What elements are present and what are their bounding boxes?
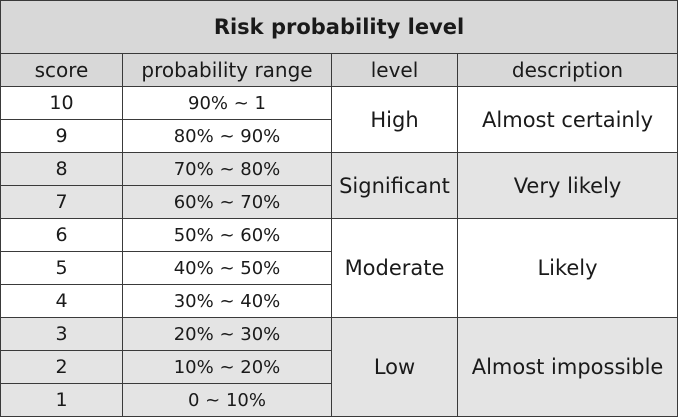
level-cell: Significant — [331, 152, 458, 219]
score-cell: 1 — [0, 383, 123, 417]
description-cell: Likely — [456, 218, 678, 318]
table-row: 3 20% ~ 30% Low Almost impossible — [0, 317, 678, 417]
probability-range-cell: 70% ~ 80% — [122, 152, 332, 186]
probability-range-cell: 80% ~ 90% — [122, 119, 332, 153]
probability-range-cell: 30% ~ 40% — [122, 284, 332, 318]
level-cell: High — [331, 86, 458, 153]
table-row: 4 30% ~ 40% — [0, 284, 678, 318]
probability-range-cell: 50% ~ 60% — [122, 218, 332, 252]
column-header-row: score probability range level descriptio… — [0, 53, 678, 87]
table-row: 6 50% ~ 60% Moderate Likely — [0, 218, 678, 318]
level-cell: Low — [331, 317, 458, 417]
table-row: 10 90% ~ 1 High Almost certainly — [0, 86, 678, 153]
table-title-row: Risk probability level — [0, 0, 678, 54]
probability-range-cell: 40% ~ 50% — [122, 251, 332, 285]
score-cell: 9 — [0, 119, 123, 153]
description-cell: Almost certainly — [456, 86, 678, 153]
score-cell: 4 — [0, 284, 123, 318]
description-cell: Very likely — [456, 152, 678, 219]
description-cell: Almost impossible — [456, 317, 678, 417]
table-row: 9 80% ~ 90% — [0, 119, 678, 153]
probability-range-cell: 10% ~ 20% — [122, 350, 332, 384]
table-title: Risk probability level — [0, 0, 678, 54]
table-row: 7 60% ~ 70% — [0, 185, 678, 219]
probability-range-cell: 90% ~ 1 — [122, 86, 332, 120]
score-cell: 10 — [0, 86, 123, 120]
table-row: 2 10% ~ 20% — [0, 350, 678, 384]
column-header-level: level — [331, 53, 458, 87]
score-cell: 6 — [0, 218, 123, 252]
column-header-description: description — [456, 53, 678, 87]
level-cell: Moderate — [331, 218, 458, 318]
probability-range-cell: 60% ~ 70% — [122, 185, 332, 219]
table-row: 8 70% ~ 80% Significant Very likely — [0, 152, 678, 219]
score-cell: 3 — [0, 317, 123, 351]
score-cell: 8 — [0, 152, 123, 186]
score-cell: 7 — [0, 185, 123, 219]
column-header-probability-range: probability range — [122, 53, 332, 87]
score-cell: 5 — [0, 251, 123, 285]
probability-range-cell: 20% ~ 30% — [122, 317, 332, 351]
score-cell: 2 — [0, 350, 123, 384]
column-header-score: score — [0, 53, 123, 87]
table-row: 5 40% ~ 50% — [0, 251, 678, 285]
probability-range-cell: 0 ~ 10% — [122, 383, 332, 417]
